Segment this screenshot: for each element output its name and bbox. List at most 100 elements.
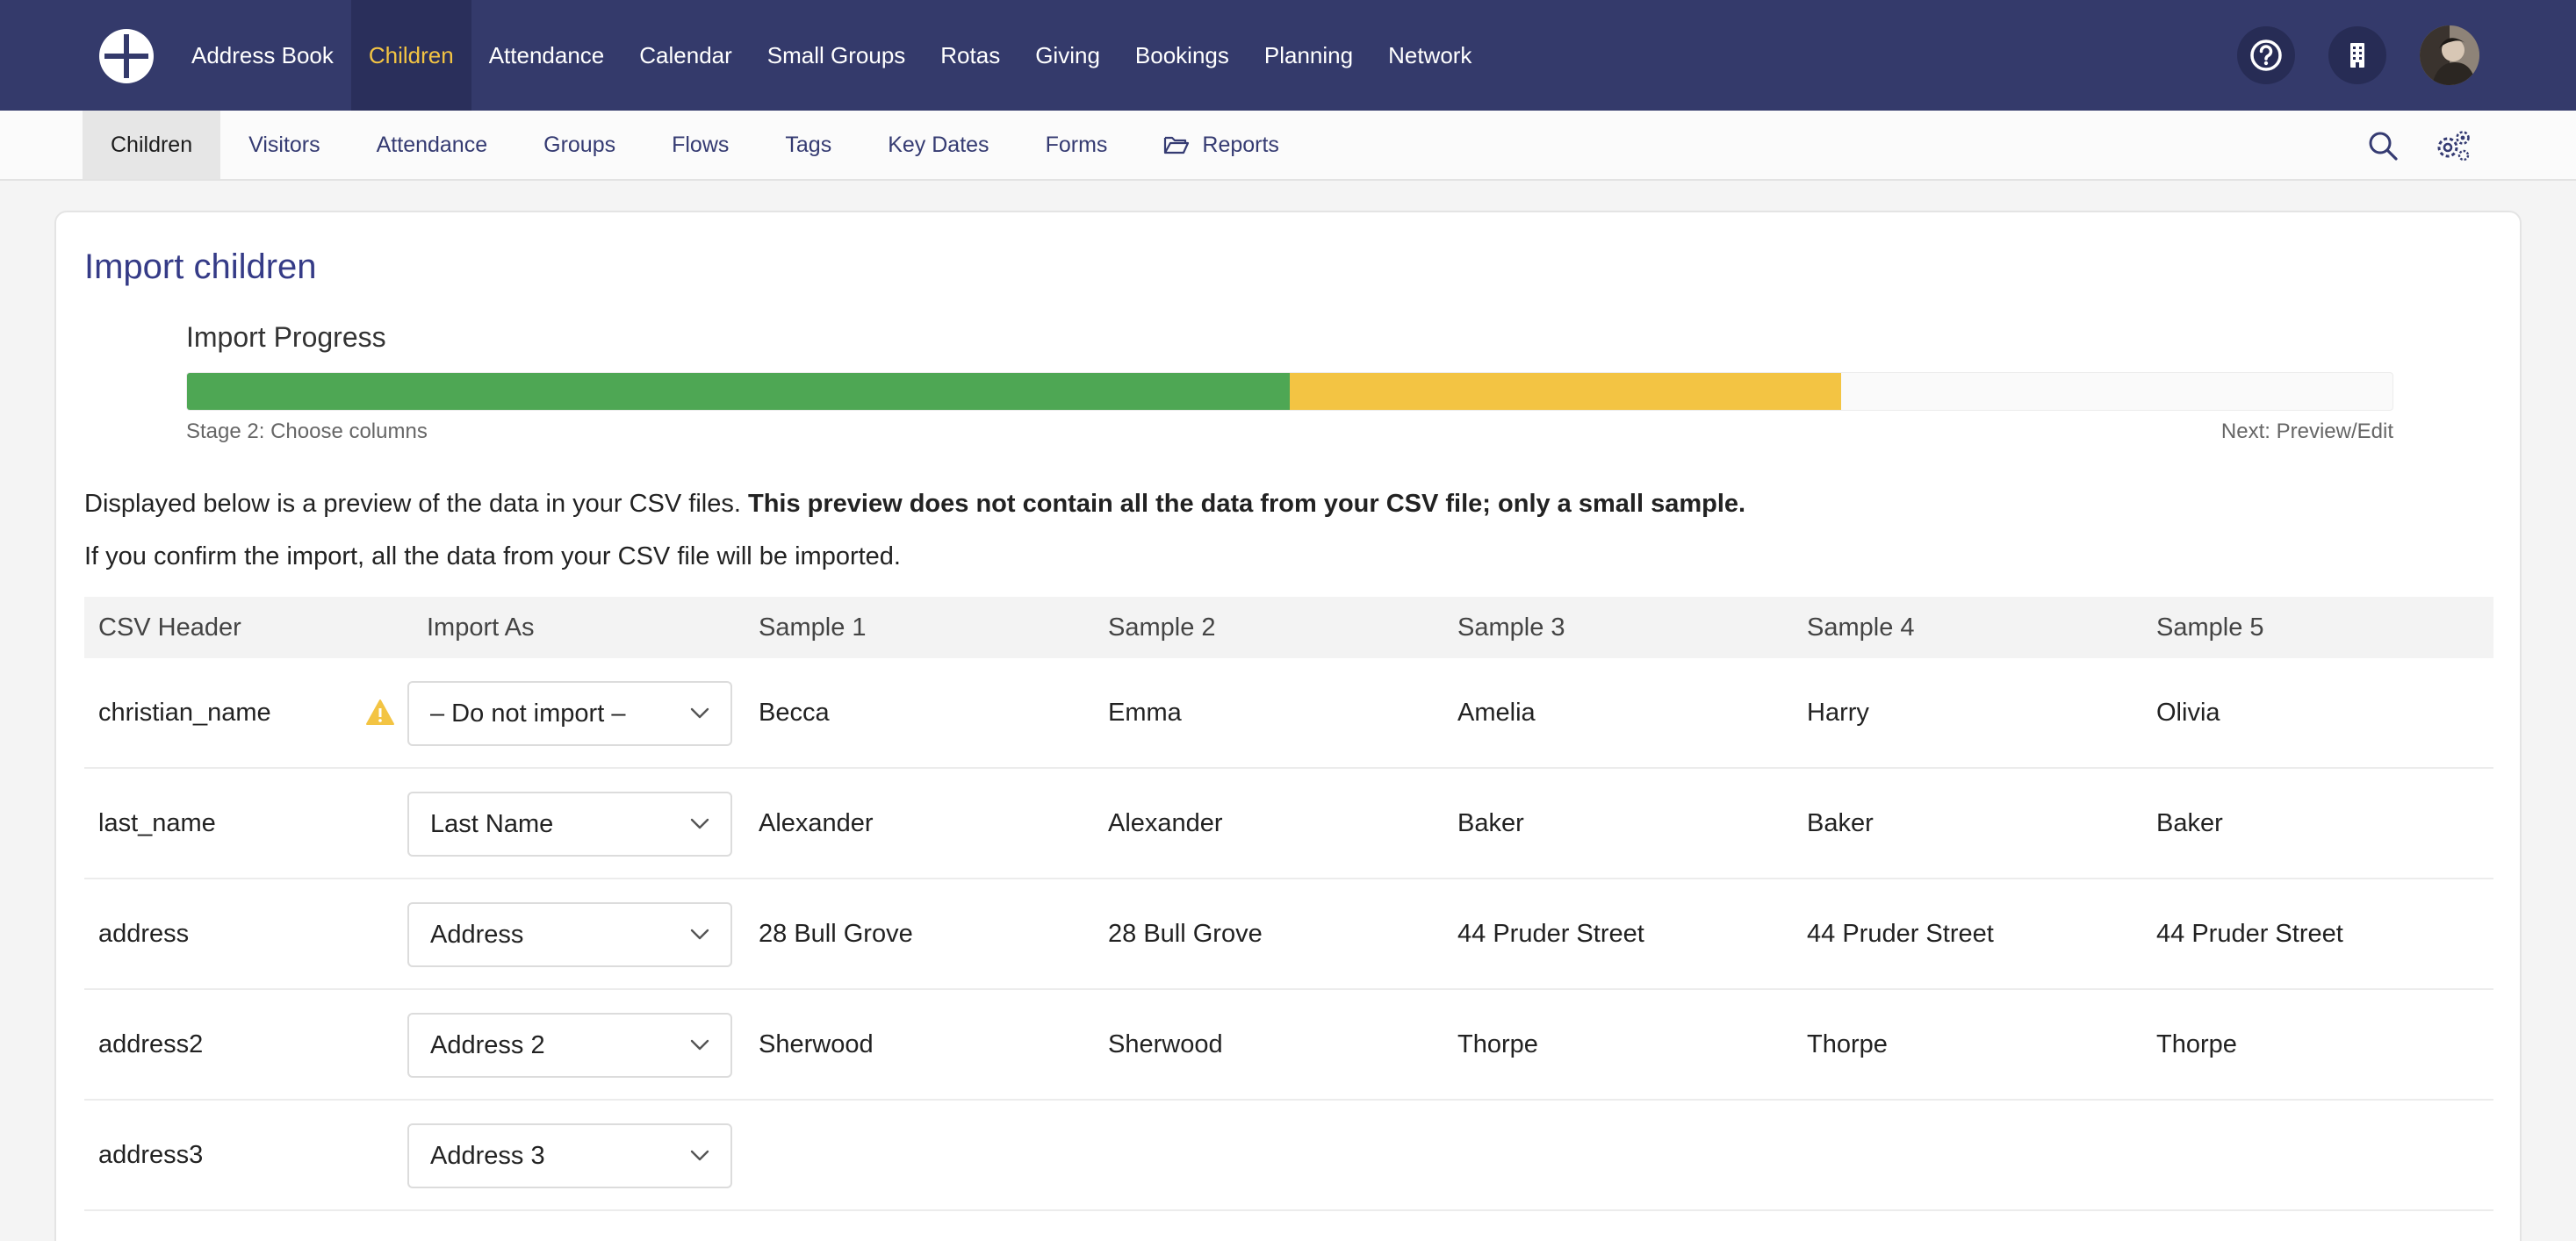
- help-button[interactable]: [2237, 26, 2295, 84]
- help-icon: [2250, 39, 2282, 71]
- progress-title: Import Progress: [186, 321, 386, 353]
- sample-cell: Thorpe: [1807, 1029, 1888, 1058]
- preview-info-normal: Displayed below is a preview of the data…: [84, 490, 748, 518]
- table-header-row: CSV Header Import As Sample 1 Sample 2 S…: [84, 597, 2493, 658]
- import-as-select[interactable]: Address 3: [407, 1123, 732, 1188]
- csv-header-cell: christian_name: [98, 698, 271, 727]
- subnav-item-forms[interactable]: Forms: [1045, 132, 1108, 157]
- chevron-down-icon: [690, 1150, 709, 1161]
- sample-cell: Thorpe: [1457, 1029, 1538, 1058]
- main-nav: Address Book Children Attendance Calenda…: [174, 0, 1489, 111]
- table-body: christian_name – Do not import – Becca Emma…: [84, 658, 2493, 1211]
- logo-icon[interactable]: [97, 26, 156, 86]
- import-as-value: Address 3: [430, 1141, 545, 1170]
- sample-cell: 28 Bull Grove: [759, 919, 913, 948]
- avatar-photo-icon: [2420, 25, 2479, 85]
- subnav-item-visitors[interactable]: Visitors: [248, 132, 320, 157]
- import-as-value: Address 2: [430, 1030, 545, 1059]
- chevron-down-icon: [690, 707, 709, 719]
- table-row: christian_name – Do not import – Becca Emma…: [84, 658, 2493, 769]
- nav-item-planning[interactable]: Planning: [1263, 41, 1354, 68]
- sub-navigation-bar: Children Visitors Attendance Groups Flow…: [0, 111, 2576, 181]
- nav-item-attendance[interactable]: Attendance: [488, 41, 605, 68]
- sub-nav: Children Visitors Attendance Groups Flow…: [83, 111, 1307, 179]
- column-mapping-table: CSV Header Import As Sample 1 Sample 2 S…: [84, 597, 2493, 1211]
- sample-cell: 44 Pruder Street: [1807, 919, 1994, 948]
- header-sample-2: Sample 2: [1108, 613, 1216, 642]
- import-as-value: – Do not import –: [430, 699, 626, 728]
- sample-cell: Alexander: [759, 808, 874, 837]
- confirm-info-text: If you confirm the import, all the data …: [84, 542, 901, 570]
- subnav-item-reports-label: Reports: [1202, 132, 1279, 157]
- search-button[interactable]: [2364, 126, 2402, 165]
- nav-item-children[interactable]: Children: [350, 0, 471, 111]
- nav-item-calendar[interactable]: Calendar: [639, 41, 732, 68]
- sample-cell: Emma: [1108, 698, 1182, 727]
- top-navigation-bar: Address Book Children Attendance Calenda…: [0, 0, 2576, 111]
- chevron-down-icon: [690, 818, 709, 829]
- folder-open-icon: [1163, 134, 1190, 155]
- chevron-down-icon: [690, 1039, 709, 1051]
- subnav-item-tags[interactable]: Tags: [785, 132, 832, 157]
- import-as-select[interactable]: Last Name: [407, 792, 732, 857]
- sample-cell: Sherwood: [759, 1029, 874, 1058]
- sample-cell: 44 Pruder Street: [2156, 919, 2343, 948]
- subnav-item-attendance[interactable]: Attendance: [376, 132, 488, 157]
- header-sample-1: Sample 1: [759, 613, 867, 642]
- header-sample-5: Sample 5: [2156, 613, 2264, 642]
- sample-cell: 28 Bull Grove: [1108, 919, 1263, 948]
- settings-button[interactable]: [2434, 126, 2472, 165]
- sample-cell: Baker: [1457, 808, 1524, 837]
- nav-item-bookings[interactable]: Bookings: [1134, 41, 1229, 68]
- current-stage-label: Stage 2: Choose columns: [186, 420, 428, 443]
- nav-item-giving[interactable]: Giving: [1035, 41, 1100, 68]
- import-card: Import children Import Progress Stage 2:…: [54, 211, 2522, 1241]
- progress-completed-segment: [187, 373, 1290, 410]
- nav-item-network[interactable]: Network: [1388, 41, 1472, 68]
- nav-item-rotas[interactable]: Rotas: [940, 41, 1001, 68]
- settings-gears-icon: [2437, 131, 2470, 161]
- subnav-item-reports[interactable]: Reports: [1135, 111, 1307, 179]
- progress-current-segment: [1290, 373, 1841, 410]
- import-as-select[interactable]: Address: [407, 902, 732, 967]
- import-as-select[interactable]: – Do not import –: [407, 681, 732, 746]
- sample-cell: Sherwood: [1108, 1029, 1223, 1058]
- avatar[interactable]: [2420, 25, 2479, 85]
- header-sample-3: Sample 3: [1457, 613, 1565, 642]
- nav-item-address-book[interactable]: Address Book: [191, 41, 334, 68]
- preview-info-bold: This preview does not contain all the da…: [747, 490, 1746, 518]
- header-csv-header: CSV Header: [98, 613, 241, 642]
- sample-cell: Harry: [1807, 698, 1869, 727]
- import-as-select[interactable]: Address 2: [407, 1013, 732, 1078]
- sample-cell: Amelia: [1457, 698, 1536, 727]
- csv-header-cell: last_name: [98, 808, 216, 837]
- sample-cell: Thorpe: [2156, 1029, 2237, 1058]
- organisation-button[interactable]: [2328, 26, 2386, 84]
- header-sample-4: Sample 4: [1807, 613, 1915, 642]
- table-row: last_name Last Name Alexander Alexander Bake…: [84, 769, 2493, 879]
- sample-cell: 44 Pruder Street: [1457, 919, 1644, 948]
- import-as-value: Address: [430, 920, 524, 949]
- subnav-item-key-dates[interactable]: Key Dates: [888, 132, 989, 157]
- table-row: address Address 28 Bull Grove 28 Bull Grove…: [84, 879, 2493, 990]
- preview-info-text: Displayed below is a preview of the data…: [84, 490, 1745, 519]
- csv-header-cell: address2: [98, 1029, 204, 1058]
- page-title: Import children: [84, 247, 317, 286]
- subnav-item-children[interactable]: Children: [83, 111, 221, 179]
- sample-cell: Alexander: [1108, 808, 1223, 837]
- search-icon: [2369, 132, 2398, 161]
- csv-header-cell: address: [98, 919, 190, 948]
- import-progress-bar: [186, 372, 2393, 411]
- nav-item-small-groups[interactable]: Small Groups: [766, 41, 906, 68]
- sample-cell: Baker: [2156, 808, 2223, 837]
- subnav-item-groups[interactable]: Groups: [543, 132, 616, 157]
- warning-icon: [366, 699, 394, 725]
- next-stage-label: Next: Preview/Edit: [2220, 420, 2393, 443]
- table-row: address2 Address 2 Sherwood Sherwood Thorpe T…: [84, 990, 2493, 1101]
- csv-header-cell: address3: [98, 1140, 204, 1169]
- header-import-as: Import As: [427, 613, 535, 642]
- building-icon: [2350, 43, 2364, 68]
- subnav-item-flows[interactable]: Flows: [672, 132, 730, 157]
- sample-cell: Olivia: [2156, 698, 2220, 727]
- table-row: address3 Address 3: [84, 1101, 2493, 1211]
